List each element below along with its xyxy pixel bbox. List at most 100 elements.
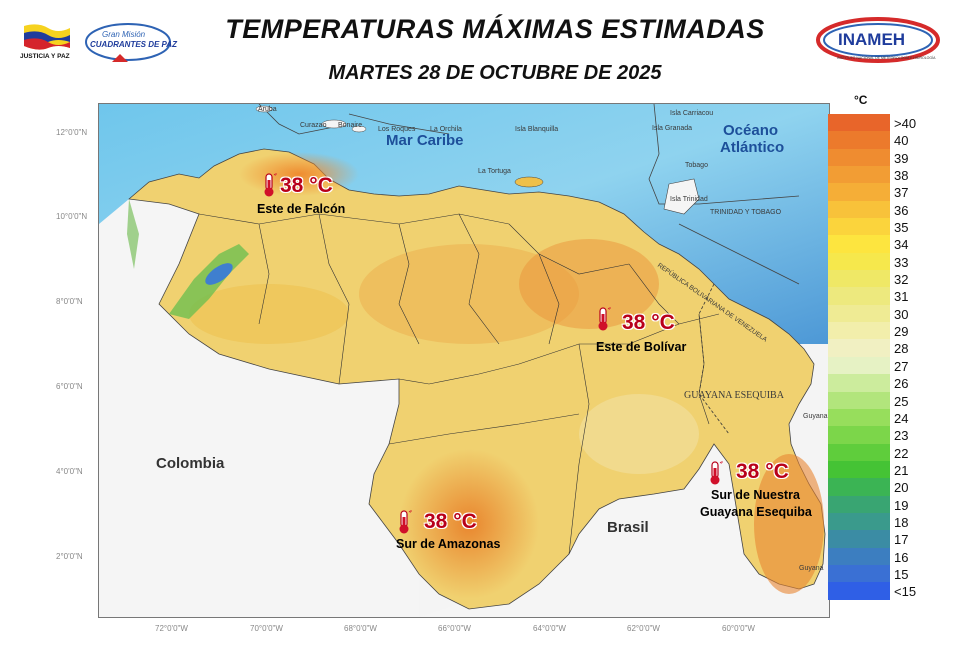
justicia-paz-text: JUSTICIA Y PAZ <box>20 53 70 60</box>
region-label-falcon: Este de Falcón <box>257 202 346 216</box>
atlantico-label-line1: Océano <box>723 122 779 139</box>
legend-label: 16 <box>894 549 909 565</box>
hot-zone-esequiba <box>754 454 824 594</box>
legend-item: 23 <box>828 426 908 444</box>
page-subtitle: MARTES 28 DE OCTUBRE DE 2025 <box>328 62 662 84</box>
temperature-legend: >40 40 39 38 37 36 35 34 33 32 31 30 29 28 27 26 25 24 23 2… <box>828 114 916 600</box>
legend-label: 40 <box>894 133 909 149</box>
legend-swatch <box>828 547 890 565</box>
island-label-orchila: La Orchila <box>430 126 462 133</box>
margarita-island <box>514 176 544 188</box>
legend-label: 33 <box>894 254 909 270</box>
legend-unit: °C <box>854 93 868 107</box>
legend-swatch <box>828 304 890 323</box>
legend-item: 33 <box>828 252 908 271</box>
legend-swatch <box>828 218 890 236</box>
hot-zone-west <box>189 284 349 344</box>
legend-item: 17 <box>828 530 908 548</box>
legend-item: 39 <box>828 148 908 167</box>
legend-label: 34 <box>894 237 909 253</box>
legend-swatch <box>828 166 890 184</box>
legend-swatch <box>828 339 890 357</box>
legend-label: 29 <box>894 324 909 340</box>
legend-item: 40 <box>828 131 908 149</box>
legend-label: 17 <box>894 532 909 548</box>
legend-swatch <box>828 374 890 392</box>
legend-swatch <box>828 131 890 149</box>
brasil-label: Brasil <box>607 519 649 536</box>
temp-callout-falcon: 38 °C <box>280 174 333 197</box>
caribe-sea-label: Mar Caribe <box>386 132 464 149</box>
legend-swatch <box>828 183 890 201</box>
cuadrantes-paz-logo: Gran Misión CUADRANTES DE PAZ <box>82 18 177 66</box>
legend-label: 23 <box>894 428 909 444</box>
temp-callout-amazonas: 38 °C <box>424 510 477 533</box>
legend-item: 16 <box>828 547 908 565</box>
sierra-perija <box>127 199 139 269</box>
legend-item: 15 <box>828 564 908 583</box>
inameh-text: INAMEH <box>838 30 906 49</box>
region-label-amazonas: Sur de Amazonas <box>396 537 501 551</box>
hot-zone-amazonas <box>399 449 539 599</box>
lat-label-6: 6°0'0"N <box>56 382 83 391</box>
maritime-boundaries <box>258 104 800 285</box>
lon-label-72: 72°0'0"W <box>155 624 188 633</box>
legend-label: 24 <box>894 410 909 426</box>
region-label-bolivar: Este de Bolívar <box>596 340 687 354</box>
legend-item: 24 <box>828 408 908 427</box>
cuadrantes-line1: Gran Misión <box>102 30 146 39</box>
inameh-subtext: INSTITUTO NACIONAL DE METEOROLOGÍA E HID… <box>837 56 936 60</box>
colombia-label: Colombia <box>156 455 225 472</box>
legend-swatch <box>828 460 890 479</box>
island-label-bonaire: Bonaire <box>338 122 363 129</box>
legend-swatch <box>828 426 890 444</box>
brasil-land <box>419 434 829 617</box>
island-label-granada: Isla Granada <box>652 125 693 132</box>
legend-swatch <box>828 391 890 409</box>
temperature-map <box>98 103 830 618</box>
island-label-los-roques: Los Roques <box>378 126 416 133</box>
legend-label: 15 <box>894 566 909 582</box>
aruba-island <box>255 105 273 113</box>
legend-item: 29 <box>828 322 908 340</box>
inameh-logo: INAMEH INSTITUTO NACIONAL DE METEOROLOGÍ… <box>815 16 941 68</box>
legend-item: 20 <box>828 478 908 496</box>
legend-label: 28 <box>894 341 909 357</box>
legend-label: 25 <box>894 393 909 409</box>
legend-swatch <box>828 148 890 167</box>
island-label-tortuga: La Tortuga <box>478 168 511 175</box>
legend-item: 34 <box>828 235 908 253</box>
legend-item: 37 <box>828 183 908 201</box>
legend-swatch <box>828 356 890 375</box>
legend-item: 21 <box>828 460 908 479</box>
legend-label: 30 <box>894 306 909 322</box>
legend-swatch <box>828 235 890 253</box>
legend-label: 22 <box>894 445 909 461</box>
legend-item: 31 <box>828 287 908 305</box>
legend-item: 38 <box>828 166 908 184</box>
suriname-label: Guyana <box>799 565 824 572</box>
island-label-blanquilla: Isla Blanquilla <box>515 126 559 133</box>
guayana-esequiba-label: GUAYANA ESEQUIBA <box>684 390 784 401</box>
legend-label: 35 <box>894 220 909 236</box>
legend-item: 27 <box>828 356 908 375</box>
esequibo-boundary <box>698 283 730 435</box>
colombia-land <box>99 176 419 617</box>
legend-swatch <box>828 478 890 496</box>
lat-label-12: 12°0'0"N <box>56 128 88 137</box>
legend-label: 32 <box>894 272 909 288</box>
atlantico-label-line2: Atlántico <box>720 139 785 156</box>
lon-label-70: 70°0'0"W <box>250 624 283 633</box>
temp-callout-esequiba: 38 °C <box>736 460 789 483</box>
legend-label: 19 <box>894 497 909 513</box>
legend-item: 18 <box>828 512 908 531</box>
legend-item: 26 <box>828 374 908 392</box>
legend-label: <15 <box>894 584 917 600</box>
lon-label-68: 68°0'0"W <box>344 624 377 633</box>
legend-item: 22 <box>828 443 908 461</box>
legend-swatch <box>828 530 890 548</box>
page-title: TEMPERATURAS MÁXIMAS ESTIMADAS <box>225 14 765 44</box>
island-label-tobago: Tobago <box>685 162 708 169</box>
legend-item: 32 <box>828 270 908 288</box>
legend-swatch <box>828 512 890 531</box>
